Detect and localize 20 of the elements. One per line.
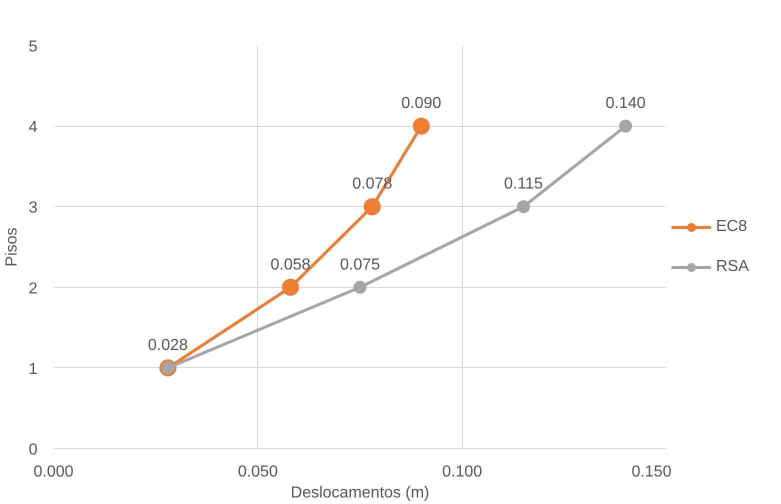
x-tick-label: 0.150 — [631, 464, 672, 480]
x-tick-label: 0.000 — [33, 464, 74, 480]
y-tick-label: 0 — [28, 442, 38, 458]
y-tick-label: 1 — [28, 360, 38, 378]
y-tick-label: 2 — [28, 280, 38, 298]
y-tick-label: 4 — [28, 119, 38, 136]
y-tick-label: 3 — [28, 200, 38, 217]
data-label: 0.058 — [270, 256, 311, 274]
x-tick-label: 0.050 — [238, 464, 278, 480]
data-label: 0.115 — [504, 176, 543, 193]
x-tick-label: 0.100 — [442, 464, 482, 480]
data-label: 0.075 — [340, 256, 380, 274]
legend-label: RSA — [716, 258, 749, 276]
legend-label: EC8 — [716, 218, 748, 236]
y-axis-title: Pisos — [4, 227, 21, 267]
data-label: 0.028 — [148, 336, 188, 354]
x-axis-title: Deslocamentos (m) — [290, 484, 430, 502]
y-tick-label: 5 — [28, 38, 38, 56]
data-label: 0.090 — [401, 95, 442, 112]
data-label: 0.140 — [606, 95, 646, 112]
